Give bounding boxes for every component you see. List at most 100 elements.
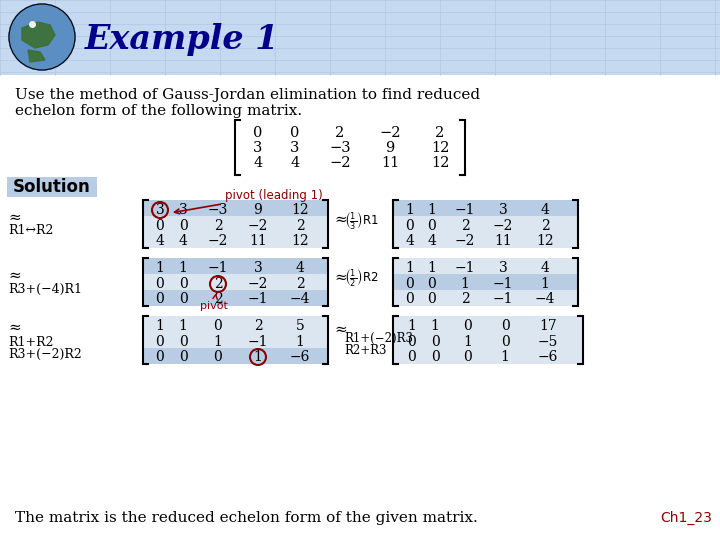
Text: −1: −1 bbox=[248, 335, 269, 349]
Text: −2: −2 bbox=[248, 277, 268, 291]
Text: 4: 4 bbox=[253, 156, 263, 170]
Text: 1: 1 bbox=[156, 319, 164, 333]
Text: 0: 0 bbox=[179, 292, 187, 306]
Text: 0: 0 bbox=[156, 335, 164, 349]
Bar bbox=[393, 258, 578, 306]
Text: 5: 5 bbox=[296, 319, 305, 333]
Text: 1: 1 bbox=[179, 319, 187, 333]
Text: 4: 4 bbox=[541, 203, 549, 217]
Text: 0: 0 bbox=[156, 350, 164, 364]
Text: −2: −2 bbox=[379, 126, 401, 140]
Text: 0: 0 bbox=[156, 277, 164, 291]
Text: 4: 4 bbox=[296, 261, 305, 275]
Text: −3: −3 bbox=[208, 203, 228, 217]
Bar bbox=[393, 274, 578, 290]
Text: 0: 0 bbox=[405, 292, 415, 306]
Text: pivot: pivot bbox=[200, 294, 228, 311]
Text: −2: −2 bbox=[208, 234, 228, 248]
Text: ≈: ≈ bbox=[8, 269, 21, 283]
Text: 1: 1 bbox=[408, 319, 416, 333]
Text: 3: 3 bbox=[156, 203, 164, 217]
Bar bbox=[143, 258, 328, 274]
Text: 0: 0 bbox=[214, 350, 222, 364]
Text: −5: −5 bbox=[538, 335, 558, 349]
Text: Example 1: Example 1 bbox=[85, 24, 279, 57]
Bar bbox=[393, 316, 583, 364]
Text: 1: 1 bbox=[500, 350, 510, 364]
Text: ≈: ≈ bbox=[334, 323, 347, 337]
Text: R2+R3: R2+R3 bbox=[344, 345, 387, 357]
Text: 2: 2 bbox=[296, 277, 305, 291]
Text: −4: −4 bbox=[535, 292, 555, 306]
Text: 3: 3 bbox=[179, 203, 187, 217]
Text: R1+R2: R1+R2 bbox=[8, 335, 53, 348]
Text: 3: 3 bbox=[290, 141, 300, 155]
Text: 1: 1 bbox=[296, 335, 305, 349]
Text: 1: 1 bbox=[253, 350, 262, 364]
Text: 12: 12 bbox=[431, 141, 449, 155]
Text: −1: −1 bbox=[455, 203, 475, 217]
Text: 0: 0 bbox=[179, 219, 187, 233]
Text: 2: 2 bbox=[253, 319, 262, 333]
Bar bbox=[143, 290, 328, 306]
Text: R1+(−2)R3: R1+(−2)R3 bbox=[344, 332, 413, 345]
Text: 9: 9 bbox=[253, 203, 262, 217]
Text: 1: 1 bbox=[214, 335, 222, 349]
Text: 11: 11 bbox=[249, 234, 267, 248]
Text: −4: −4 bbox=[289, 292, 310, 306]
Text: 4: 4 bbox=[179, 234, 187, 248]
Text: −1: −1 bbox=[455, 261, 475, 275]
Bar bbox=[393, 200, 578, 248]
Text: 2: 2 bbox=[336, 126, 345, 140]
Text: −2: −2 bbox=[492, 219, 513, 233]
Text: 0: 0 bbox=[500, 335, 509, 349]
Text: R3+(−4)R1: R3+(−4)R1 bbox=[8, 282, 82, 295]
Text: 0: 0 bbox=[464, 350, 472, 364]
Text: 0: 0 bbox=[408, 335, 416, 349]
Text: 0: 0 bbox=[464, 319, 472, 333]
Text: 4: 4 bbox=[428, 234, 436, 248]
Polygon shape bbox=[22, 22, 55, 48]
Text: 0: 0 bbox=[179, 277, 187, 291]
Text: −1: −1 bbox=[492, 277, 513, 291]
Text: 0: 0 bbox=[290, 126, 300, 140]
Text: $\left(\frac{1}{2}\right)$R2: $\left(\frac{1}{2}\right)$R2 bbox=[344, 267, 379, 288]
Text: −2: −2 bbox=[455, 234, 475, 248]
Circle shape bbox=[9, 4, 75, 70]
Text: 2: 2 bbox=[461, 292, 469, 306]
Text: 0: 0 bbox=[214, 319, 222, 333]
Text: 4: 4 bbox=[405, 234, 415, 248]
Text: 9: 9 bbox=[385, 141, 395, 155]
Text: R3+(−2)R2: R3+(−2)R2 bbox=[8, 348, 82, 361]
Text: 3: 3 bbox=[253, 261, 262, 275]
Text: −6: −6 bbox=[290, 350, 310, 364]
Text: 12: 12 bbox=[291, 234, 309, 248]
Text: 12: 12 bbox=[431, 156, 449, 170]
Text: 2: 2 bbox=[436, 126, 445, 140]
Bar bbox=[0, 0, 720, 75]
Text: 0: 0 bbox=[179, 350, 187, 364]
Text: 17: 17 bbox=[539, 319, 557, 333]
Text: −2: −2 bbox=[248, 219, 268, 233]
Text: pivot (leading 1): pivot (leading 1) bbox=[174, 188, 323, 214]
Bar bbox=[7, 177, 97, 197]
Text: 12: 12 bbox=[291, 203, 309, 217]
Text: 0: 0 bbox=[500, 319, 509, 333]
Text: 2: 2 bbox=[541, 219, 549, 233]
Text: 3: 3 bbox=[499, 203, 508, 217]
Text: 0: 0 bbox=[428, 292, 436, 306]
Text: 0: 0 bbox=[405, 219, 415, 233]
Text: 0: 0 bbox=[253, 126, 263, 140]
Text: ≈: ≈ bbox=[8, 211, 21, 225]
Text: 2: 2 bbox=[214, 292, 222, 306]
Text: −6: −6 bbox=[538, 350, 558, 364]
Text: 0: 0 bbox=[428, 219, 436, 233]
Text: ≈: ≈ bbox=[8, 321, 21, 335]
Text: 1: 1 bbox=[461, 277, 469, 291]
Text: 1: 1 bbox=[464, 335, 472, 349]
Text: 0: 0 bbox=[408, 350, 416, 364]
Text: $\left(\frac{1}{3}\right)$R1: $\left(\frac{1}{3}\right)$R1 bbox=[344, 210, 379, 231]
Text: Use the method of Gauss-Jordan elimination to find reduced: Use the method of Gauss-Jordan eliminati… bbox=[15, 88, 480, 102]
Text: 1: 1 bbox=[156, 261, 164, 275]
Text: 2: 2 bbox=[214, 219, 222, 233]
